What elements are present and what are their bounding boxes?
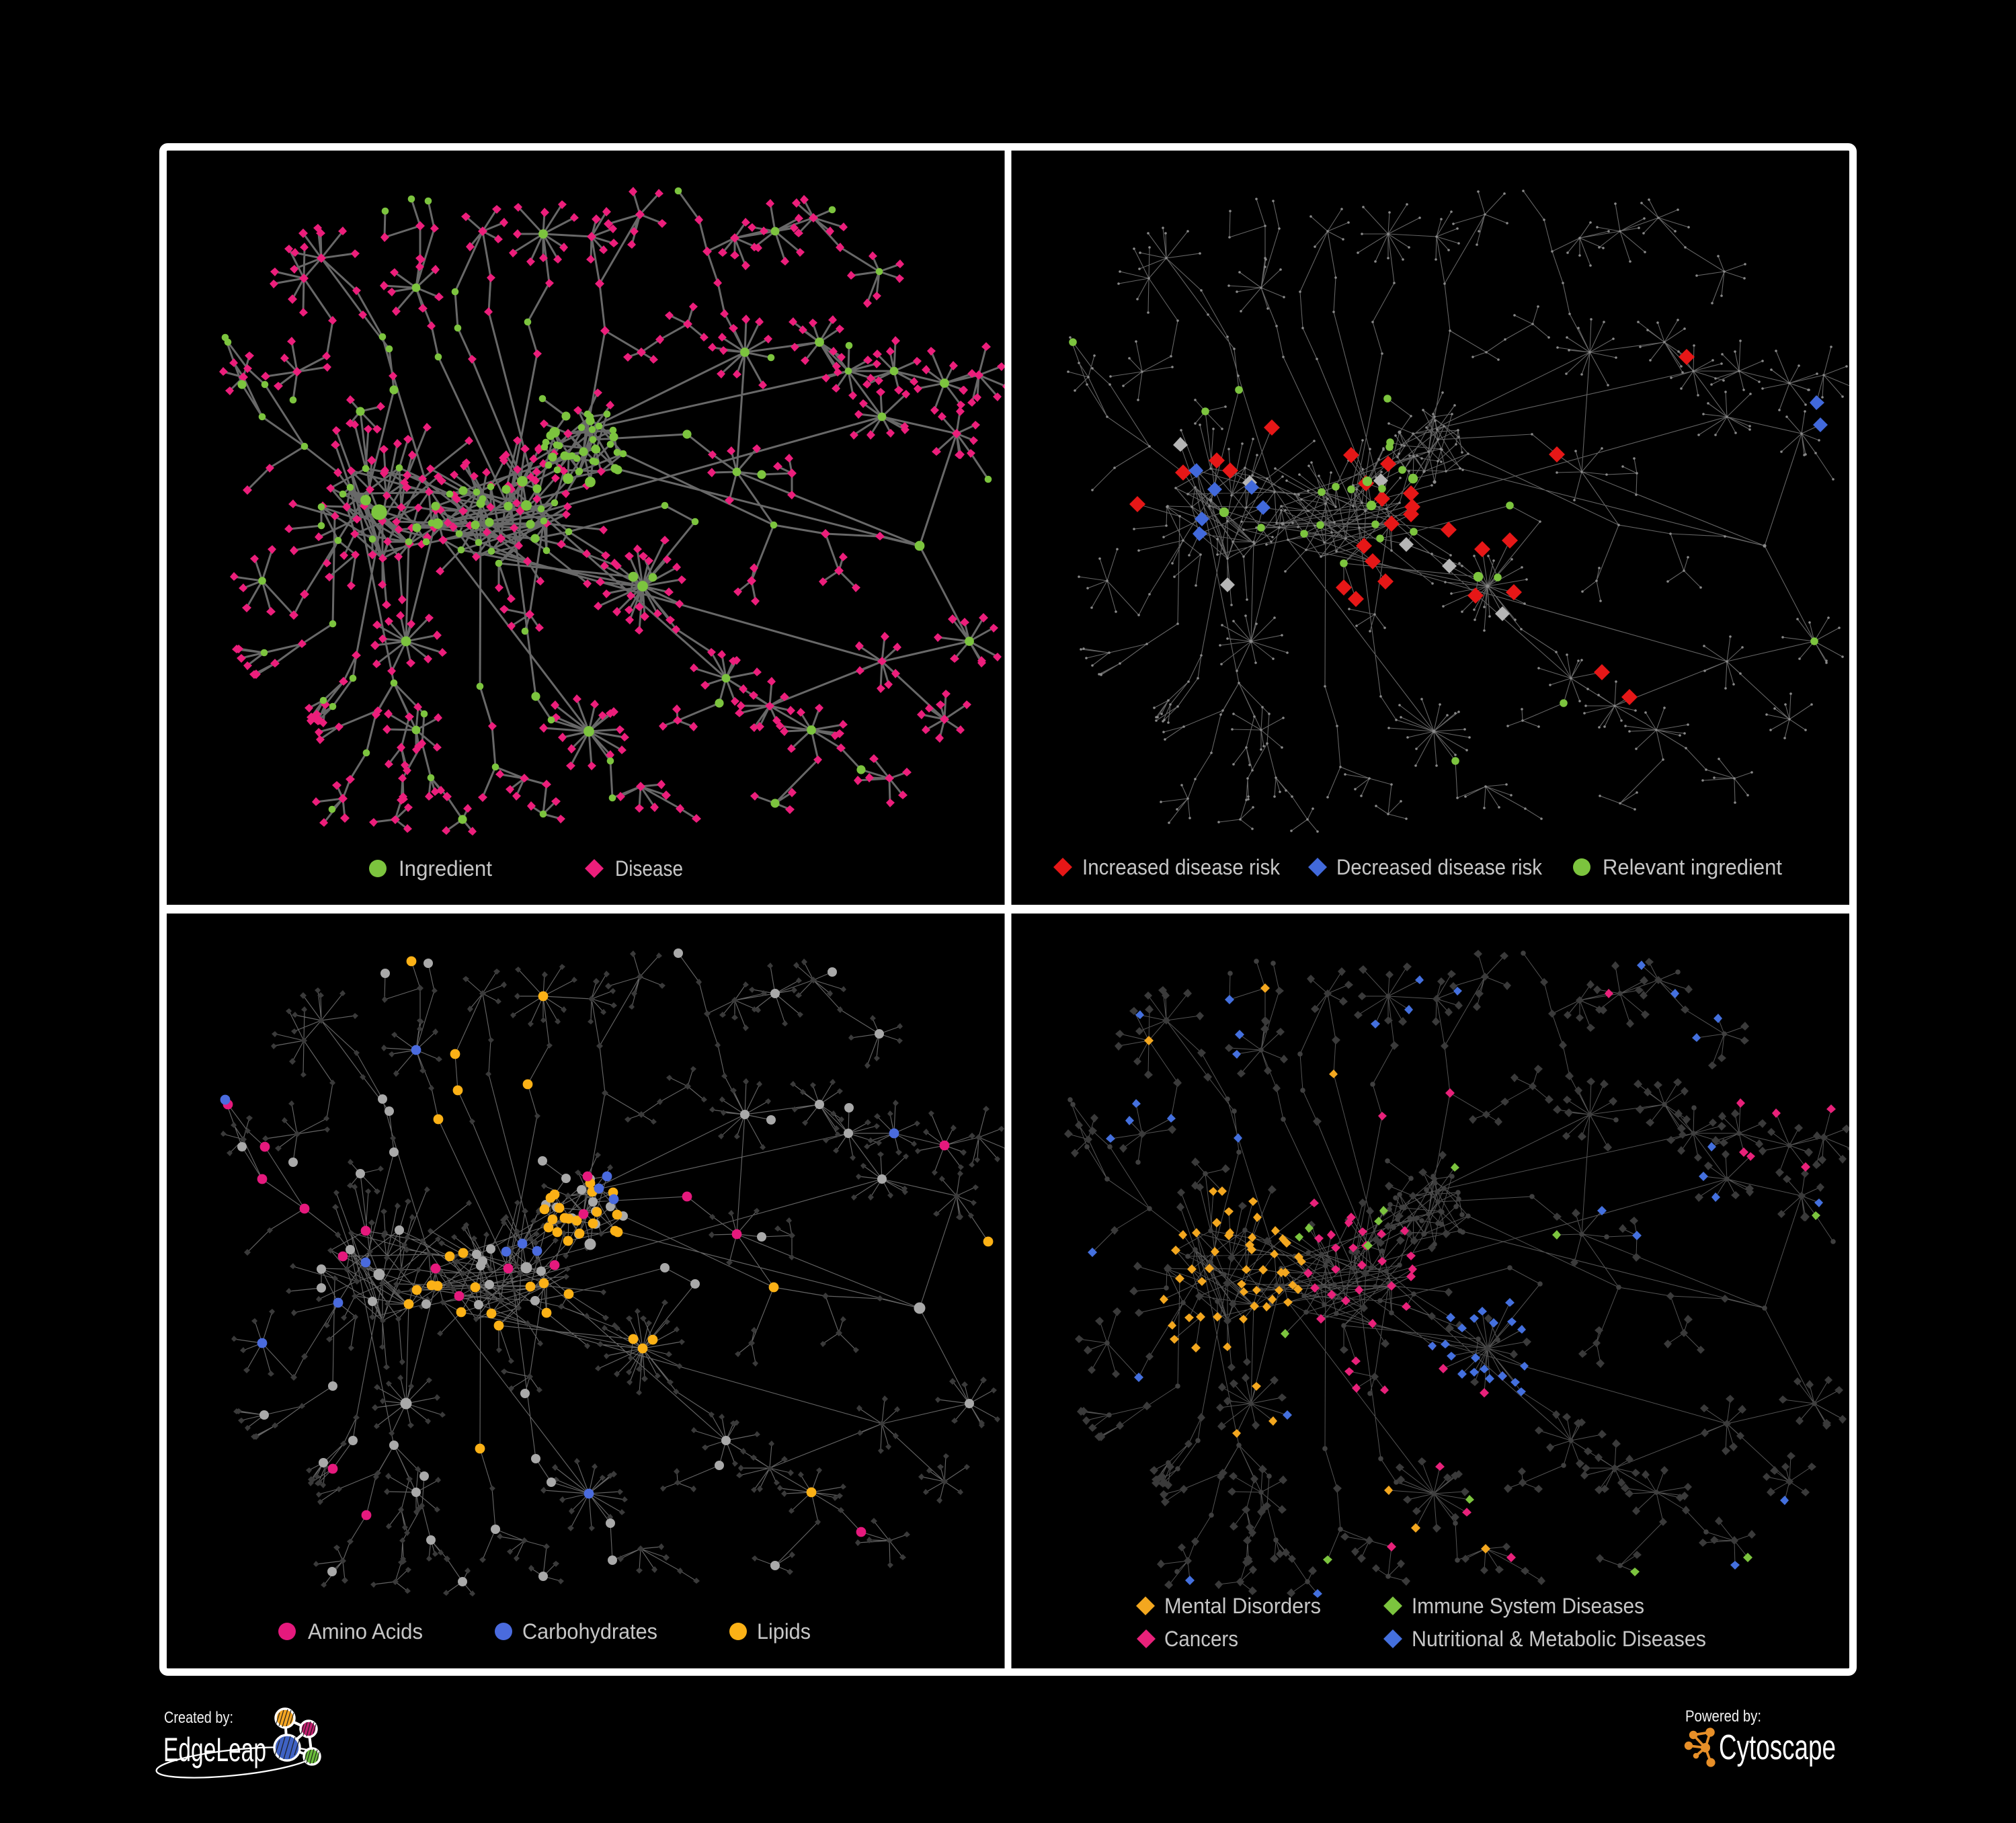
svg-text:Mental Disorders: Mental Disorders bbox=[1164, 1594, 1321, 1618]
svg-text:Relevant ingredient: Relevant ingredient bbox=[1603, 855, 1782, 879]
svg-text:Amino Acids: Amino Acids bbox=[308, 1619, 423, 1644]
svg-text:Ingredient: Ingredient bbox=[399, 856, 492, 881]
svg-text:Disease: Disease bbox=[615, 856, 683, 881]
svg-text:Carbohydrates: Carbohydrates bbox=[522, 1619, 657, 1644]
svg-text:Decreased disease risk: Decreased disease risk bbox=[1336, 855, 1543, 879]
svg-text:Cytoscape: Cytoscape bbox=[1719, 1728, 1836, 1767]
svg-text:Powered by:: Powered by: bbox=[1685, 1707, 1761, 1726]
svg-text:Immune System Diseases: Immune System Diseases bbox=[1412, 1594, 1644, 1618]
svg-text:Increased disease risk: Increased disease risk bbox=[1082, 855, 1281, 879]
svg-text:Cancers: Cancers bbox=[1164, 1627, 1238, 1651]
svg-text:Created by:: Created by: bbox=[164, 1709, 233, 1727]
svg-text:Lipids: Lipids bbox=[757, 1619, 811, 1644]
svg-text:Nutritional & Metabolic Diseas: Nutritional & Metabolic Diseases bbox=[1412, 1627, 1706, 1651]
svg-text:EdgeLeap: EdgeLeap bbox=[163, 1731, 266, 1769]
